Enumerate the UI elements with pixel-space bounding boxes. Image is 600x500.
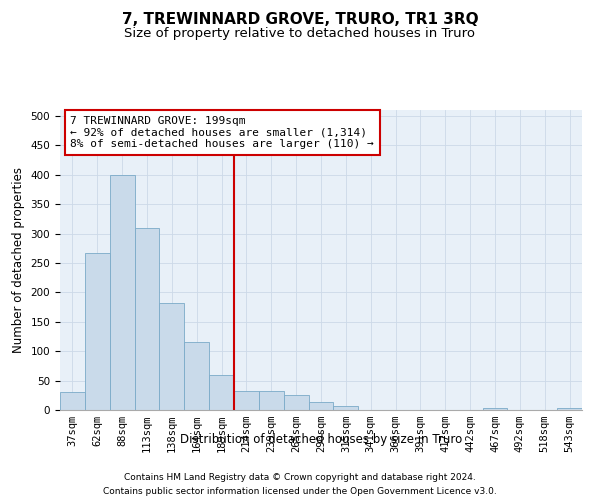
Bar — [334, 406, 358, 410]
Bar — [284, 396, 308, 410]
Text: Contains HM Land Registry data © Crown copyright and database right 2024.: Contains HM Land Registry data © Crown c… — [124, 472, 476, 482]
Text: Distribution of detached houses by size in Truro: Distribution of detached houses by size … — [180, 432, 462, 446]
Bar — [209, 376, 234, 410]
Text: 7, TREWINNARD GROVE, TRURO, TR1 3RQ: 7, TREWINNARD GROVE, TRURO, TR1 3RQ — [122, 12, 478, 28]
Bar — [85, 253, 110, 410]
Bar — [308, 402, 334, 410]
Y-axis label: Number of detached properties: Number of detached properties — [12, 167, 25, 353]
Text: Size of property relative to detached houses in Truro: Size of property relative to detached ho… — [125, 28, 476, 40]
Bar — [110, 176, 134, 410]
Bar — [234, 391, 259, 410]
Bar — [160, 303, 184, 410]
Bar — [259, 391, 284, 410]
Bar — [482, 408, 508, 410]
Text: 7 TREWINNARD GROVE: 199sqm
← 92% of detached houses are smaller (1,314)
8% of se: 7 TREWINNARD GROVE: 199sqm ← 92% of deta… — [70, 116, 374, 149]
Bar — [557, 408, 582, 410]
Bar — [60, 392, 85, 410]
Bar — [184, 342, 209, 410]
Text: Contains public sector information licensed under the Open Government Licence v3: Contains public sector information licen… — [103, 488, 497, 496]
Bar — [134, 228, 160, 410]
